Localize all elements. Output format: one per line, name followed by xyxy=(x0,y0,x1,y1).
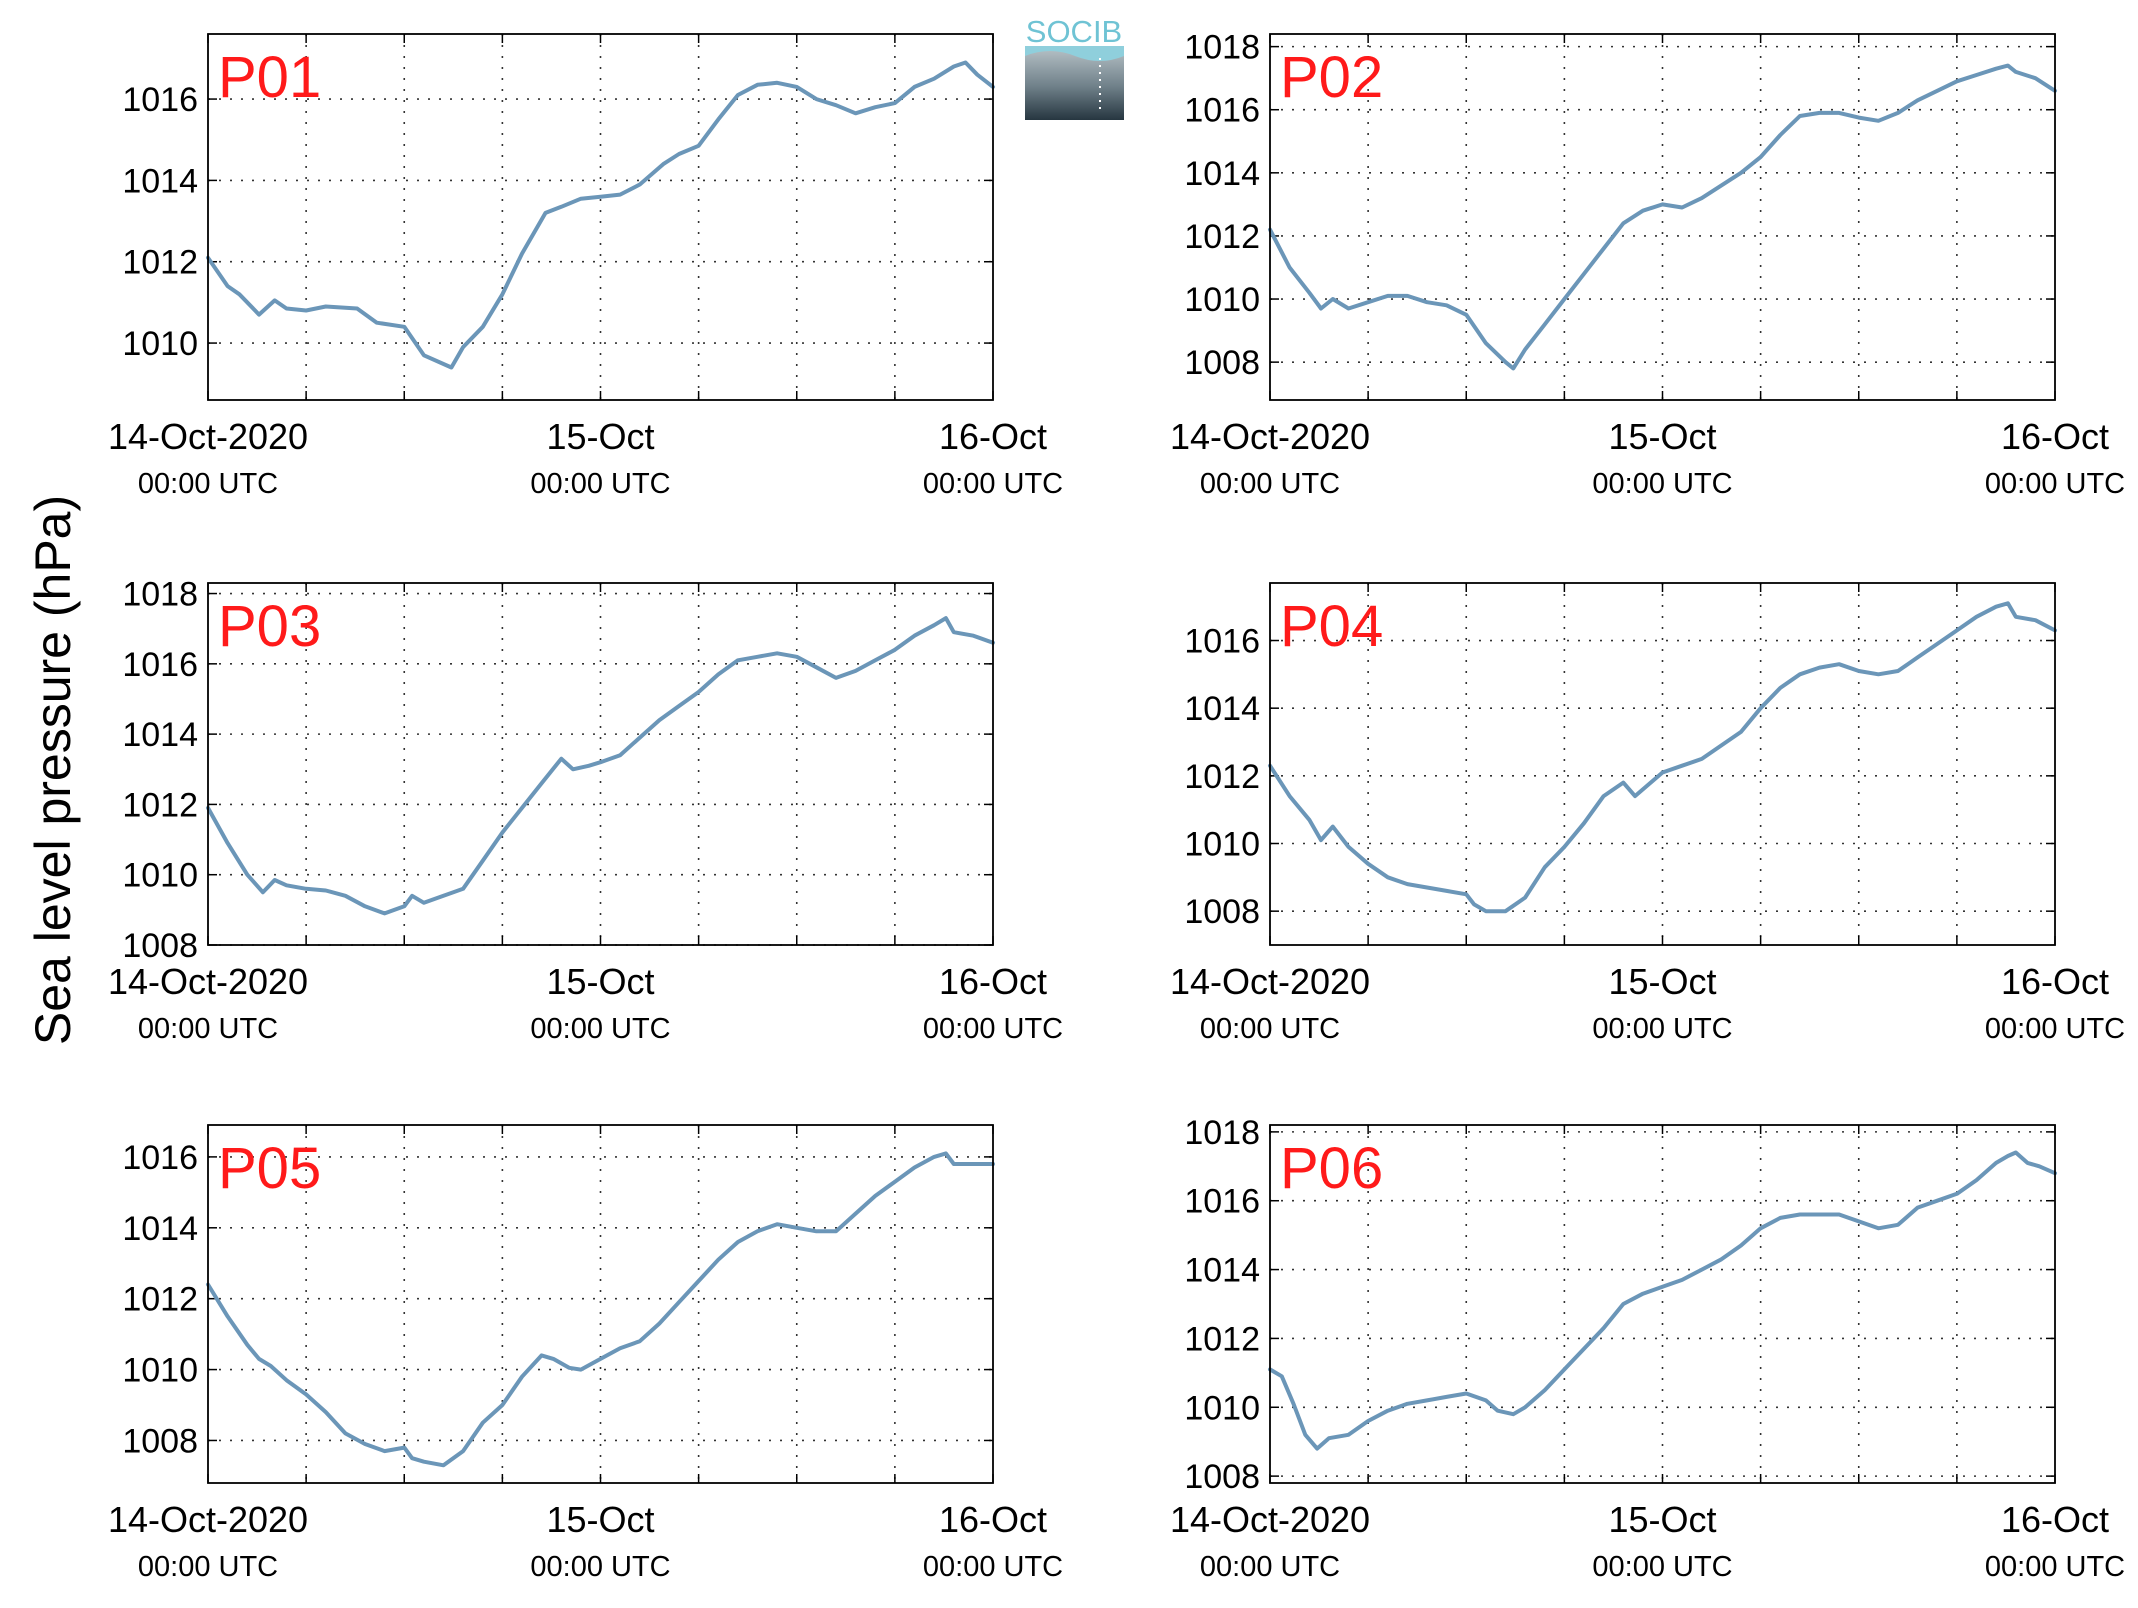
panel-label: P05 xyxy=(218,1136,321,1201)
panel-label: P06 xyxy=(1280,1136,1383,1201)
x-tick-label-time: 00:00 UTC xyxy=(923,468,1063,500)
y-tick-label: 1008 xyxy=(1184,344,1260,382)
y-tick-label: 1018 xyxy=(122,576,198,614)
y-tick-label: 1008 xyxy=(1184,1458,1260,1496)
pressure-series-line xyxy=(1268,1150,2057,1451)
socib-logo: SOCIB xyxy=(1025,14,1124,120)
y-tick-label: 1008 xyxy=(1184,893,1260,931)
x-tick-label-date: 14-Oct-2020 xyxy=(1170,961,1370,1002)
x-tick-label-time: 00:00 UTC xyxy=(923,1551,1063,1583)
y-tick-label: 1008 xyxy=(122,1422,198,1460)
y-tick-label: 1010 xyxy=(122,325,198,363)
x-tick-label-time: 00:00 UTC xyxy=(1592,1013,1732,1045)
y-tick-label: 1010 xyxy=(122,1352,198,1390)
x-tick-label-time: 00:00 UTC xyxy=(1985,1013,2125,1045)
x-tick-label-time: 00:00 UTC xyxy=(1985,1551,2125,1583)
y-tick-label: 1012 xyxy=(122,1281,198,1319)
x-tick-label-time: 00:00 UTC xyxy=(1200,1013,1340,1045)
y-tick-label: 1016 xyxy=(1184,1183,1260,1221)
x-tick-label-date: 15-Oct xyxy=(546,416,654,457)
pressure-series-line xyxy=(206,616,995,916)
x-tick-label-time: 00:00 UTC xyxy=(138,1013,278,1045)
x-tick-label-date: 15-Oct xyxy=(546,961,654,1002)
axes-frame xyxy=(207,582,994,946)
panel-p06: 1008 1010 1012 1014 1016 1018 14-Oct-2020 00:00… xyxy=(1170,1114,2125,1583)
axes-frame xyxy=(207,33,994,401)
logo-wave xyxy=(1025,46,1124,61)
x-tick-label-date: 15-Oct xyxy=(1608,1499,1716,1540)
x-tick-label-time: 00:00 UTC xyxy=(1592,468,1732,500)
y-tick-label: 1016 xyxy=(122,646,198,684)
y-tick-label: 1014 xyxy=(1184,690,1260,728)
x-tick-label-date: 14-Oct-2020 xyxy=(108,961,308,1002)
y-tick-label: 1012 xyxy=(1184,218,1260,256)
y-tick-label: 1014 xyxy=(122,1210,198,1248)
y-tick-label: 1010 xyxy=(1184,826,1260,864)
x-tick-label-date: 16-Oct xyxy=(2001,961,2109,1002)
x-tick-label-time: 00:00 UTC xyxy=(530,1013,670,1045)
panel-label: P04 xyxy=(1280,594,1383,659)
x-tick-label-time: 00:00 UTC xyxy=(923,1013,1063,1045)
panel-p04: 1008 1010 1012 1014 1016 14-Oct-2020 00:00 UTC… xyxy=(1170,582,2125,1045)
panel-label: P03 xyxy=(218,594,321,659)
pressure-series-line xyxy=(1268,601,2057,914)
y-tick-label: 1012 xyxy=(122,786,198,824)
panel-p03: 1008 1010 1012 1014 1016 1018 14-Oct-2020 00:00… xyxy=(108,576,1063,1045)
y-tick-label: 1016 xyxy=(1184,623,1260,661)
y-tick-label: 1010 xyxy=(122,857,198,895)
x-tick-label-date: 14-Oct-2020 xyxy=(1170,416,1370,457)
y-tick-label: 1016 xyxy=(1184,92,1260,130)
x-tick-label-time: 00:00 UTC xyxy=(1592,1551,1732,1583)
x-tick-label-date: 14-Oct-2020 xyxy=(108,1499,308,1540)
x-tick-label-date: 16-Oct xyxy=(2001,416,2109,457)
panel-label: P01 xyxy=(218,45,321,110)
panel-label: P02 xyxy=(1280,45,1383,110)
y-tick-label: 1012 xyxy=(1184,758,1260,796)
y-tick-label: 1016 xyxy=(122,1139,198,1177)
x-tick-label-date: 15-Oct xyxy=(546,1499,654,1540)
y-tick-label: 1018 xyxy=(1184,1114,1260,1152)
y-tick-label: 1014 xyxy=(122,162,198,200)
y-tick-label: 1012 xyxy=(122,244,198,282)
logo-text: SOCIB xyxy=(1026,14,1122,49)
x-tick-label-date: 15-Oct xyxy=(1608,416,1716,457)
y-tick-label: 1012 xyxy=(1184,1320,1260,1358)
pressure-series-line xyxy=(206,1151,995,1468)
panels-group: 1010 1012 1014 1016 14-Oct-2020 00:00 UTC 15-O… xyxy=(108,29,2125,1583)
pressure-series-line xyxy=(1268,63,2057,371)
x-tick-label-time: 00:00 UTC xyxy=(1200,468,1340,500)
x-tick-label-time: 00:00 UTC xyxy=(138,1551,278,1583)
axes-frame xyxy=(1269,582,2056,946)
y-tick-label: 1014 xyxy=(1184,1252,1260,1290)
x-tick-label-time: 00:00 UTC xyxy=(1985,468,2125,500)
x-tick-label-date: 16-Oct xyxy=(2001,1499,2109,1540)
y-tick-label: 1018 xyxy=(1184,29,1260,67)
y-tick-label: 1008 xyxy=(122,927,198,965)
y-tick-label: 1010 xyxy=(1184,1389,1260,1427)
axes-frame xyxy=(207,1124,994,1484)
x-tick-label-date: 14-Oct-2020 xyxy=(108,416,308,457)
pressure-series-line xyxy=(206,60,995,370)
panel-p01: 1010 1012 1014 1016 14-Oct-2020 00:00 UTC 15-O… xyxy=(108,33,1063,500)
panel-p02: 1008 1010 1012 1014 1016 1018 14-Oct-2020 00:00… xyxy=(1170,29,2125,500)
x-tick-label-time: 00:00 UTC xyxy=(530,468,670,500)
y-tick-label: 1016 xyxy=(122,81,198,119)
x-tick-label-time: 00:00 UTC xyxy=(1200,1551,1340,1583)
x-tick-label-date: 14-Oct-2020 xyxy=(1170,1499,1370,1540)
x-tick-label-date: 16-Oct xyxy=(939,1499,1047,1540)
panel-p05: 1008 1010 1012 1014 1016 14-Oct-2020 00:00 UTC… xyxy=(108,1124,1063,1583)
y-tick-label: 1014 xyxy=(1184,155,1260,193)
y-tick-label: 1014 xyxy=(122,716,198,754)
x-tick-label-time: 00:00 UTC xyxy=(138,468,278,500)
global-y-axis-label: Sea level pressure (hPa) xyxy=(25,495,81,1045)
x-tick-label-date: 16-Oct xyxy=(939,416,1047,457)
y-tick-label: 1010 xyxy=(1184,281,1260,319)
x-tick-label-date: 15-Oct xyxy=(1608,961,1716,1002)
axes-frame xyxy=(1269,33,2056,401)
axes-frame xyxy=(1269,1124,2056,1484)
x-tick-label-date: 16-Oct xyxy=(939,961,1047,1002)
x-tick-label-time: 00:00 UTC xyxy=(530,1551,670,1583)
